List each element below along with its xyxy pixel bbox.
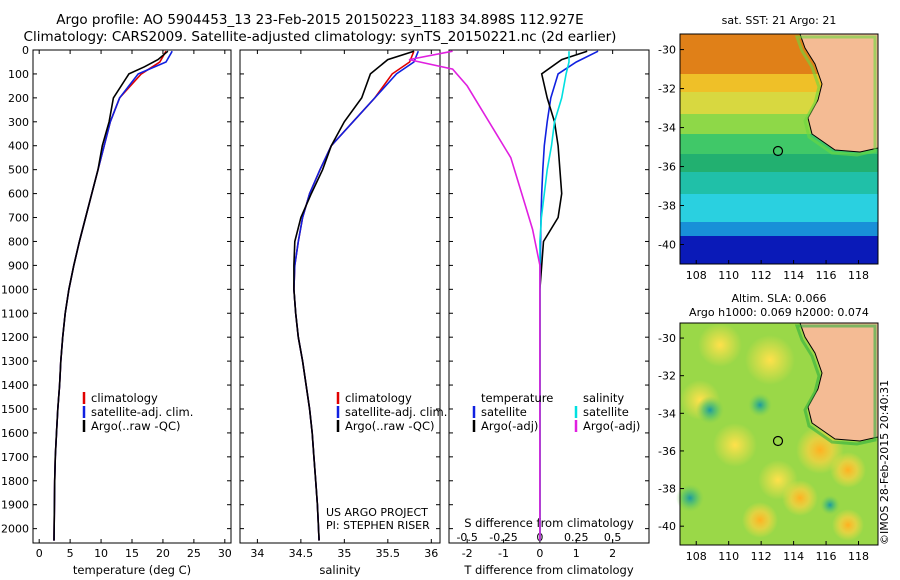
x-tick-label: -2 <box>462 547 473 560</box>
depth-tick-label: 900 <box>8 259 29 272</box>
depth-tick-label: 600 <box>8 188 29 201</box>
temperature-panel-frame <box>32 49 232 544</box>
depth-tick-label: 200 <box>8 92 29 105</box>
top-axis-label: S difference from climatology <box>464 516 634 530</box>
legend-s-satellite: satellite <box>583 405 629 419</box>
depth-tick-label: 400 <box>8 140 29 153</box>
project-note: US ARGO PROJECT <box>326 506 428 519</box>
depth-tick-label: 1900 <box>1 499 29 512</box>
x-tick-label: 0 <box>36 547 43 560</box>
x-tick-label: 25 <box>187 547 201 560</box>
depth-tick-label: 1600 <box>1 427 29 440</box>
depth-tick-label: 100 <box>8 68 29 81</box>
depth-tick-label: 2000 <box>1 523 29 536</box>
sla-map-title-1: Altim. SLA: 0.066 <box>731 292 827 305</box>
depth-tick-label: 1700 <box>1 451 29 464</box>
depth-tick-label: 500 <box>8 164 29 177</box>
x-axis-label: temperature (deg C) <box>73 563 191 577</box>
x-axis-label: T difference from climatology <box>463 563 634 577</box>
x-tick-label: 34 <box>250 547 264 560</box>
series-line-satellite-adj-clim- <box>293 50 420 541</box>
depth-tick-label: 800 <box>8 235 29 248</box>
depth-tick-label: 1500 <box>1 403 29 416</box>
x-tick-label: 5 <box>67 547 74 560</box>
x-tick-label: 0 <box>536 547 543 560</box>
series-line-argo-raw-qc- <box>293 50 415 541</box>
salinity-legend: climatology satellite-adj. clim. Argo(..… <box>336 391 447 433</box>
legend-t-satellite: satellite <box>481 405 527 419</box>
sla-map-title-2: Argo h1000: 0.069 h2000: 0.074 <box>689 306 869 319</box>
copyright-timestamp: ©IMOS 28-Feb-2015 20:40:31 <box>878 379 891 545</box>
x-tick-label: 36 <box>424 547 438 560</box>
series-line-climatology <box>293 50 415 541</box>
depth-tick-label: 0 <box>22 44 29 57</box>
legend-s-argo: Argo(-adj) <box>583 419 640 433</box>
pi-note: PI: STEPHEN RISER <box>326 519 430 532</box>
x-tick-label: 1 <box>573 547 580 560</box>
x-tick-label: 30 <box>218 547 232 560</box>
header-line-1: Argo profile: AO 5904453_13 23-Feb-2015 … <box>56 12 584 28</box>
x-tick-label: 15 <box>125 547 139 560</box>
header-line-2: Climatology: CARS2009. Satellite-adjuste… <box>23 29 617 45</box>
depth-tick-label: 1800 <box>1 475 29 488</box>
temperature-legend: climatology satellite-adj. clim. Argo(..… <box>82 391 193 433</box>
depth-tick-label: 1000 <box>1 283 29 296</box>
series-line-t-t-argo-adj- <box>539 50 588 541</box>
x-tick-label: 35 <box>337 547 351 560</box>
legend-argo: Argo(..raw -QC) <box>345 419 435 433</box>
legend-satellite: satellite-adj. clim. <box>345 405 447 419</box>
legend-climatology: climatology <box>345 391 412 405</box>
sst-map-title: sat. SST: 21 Argo: 21 <box>721 14 837 27</box>
legend-header-temperature: temperature <box>481 391 553 405</box>
series-line-s-s-argo-adj- <box>408 50 541 541</box>
legend-satellite: satellite-adj. clim. <box>91 405 193 419</box>
top-tick-label: -0.25 <box>489 531 517 544</box>
difference-legend: temperature salinity satellite Argo(-adj… <box>472 391 640 433</box>
top-tick-label: 0.5 <box>604 531 622 544</box>
salinity-panel-frame <box>239 49 441 544</box>
x-tick-label: -1 <box>498 547 509 560</box>
x-tick-label: 10 <box>94 547 108 560</box>
x-axis-label: salinity <box>319 563 360 577</box>
top-tick-label: 0.25 <box>564 531 589 544</box>
series-line-s-s-satellite <box>539 51 570 541</box>
x-tick-label: 34.5 <box>289 547 314 560</box>
series-line-satellite-adj-clim- <box>53 50 173 541</box>
depth-tick-label: 1400 <box>1 379 29 392</box>
legend-climatology: climatology <box>91 391 158 405</box>
series-line-t-t-satellite <box>539 50 599 541</box>
depth-tick-label: 1300 <box>1 355 29 368</box>
depth-tick-label: 1200 <box>1 331 29 344</box>
legend-header-salinity: salinity <box>583 391 624 405</box>
difference-panel-frame <box>448 49 650 544</box>
depth-tick-label: 700 <box>8 212 29 225</box>
x-tick-label: 20 <box>156 547 170 560</box>
depth-tick-label: 1100 <box>1 307 29 320</box>
x-tick-label: 35.5 <box>376 547 401 560</box>
legend-t-argo: Argo(-adj) <box>481 419 538 433</box>
x-tick-label: 2 <box>609 547 616 560</box>
top-tick-label: -0.5 <box>456 531 477 544</box>
depth-tick-label: 300 <box>8 116 29 129</box>
series-line-argo-raw-qc- <box>53 50 169 541</box>
legend-argo: Argo(..raw -QC) <box>91 419 181 433</box>
